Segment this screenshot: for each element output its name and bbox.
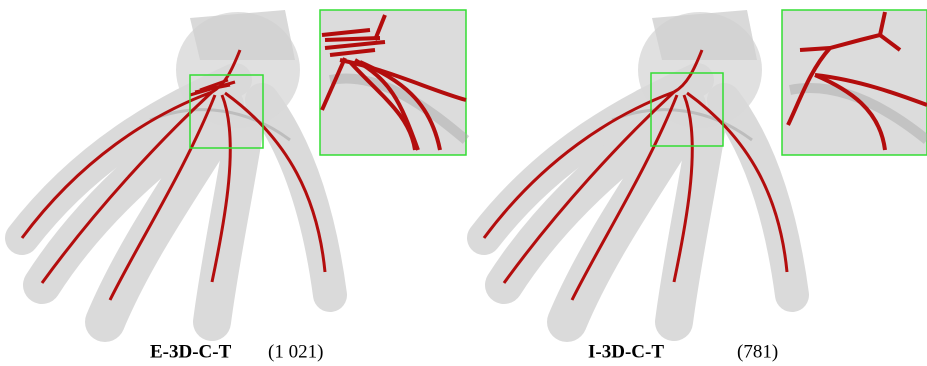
method-label: E-3D-C-T <box>150 341 232 362</box>
zoom-inset <box>320 10 466 155</box>
hand-volume <box>22 10 330 322</box>
hand-volume <box>484 10 792 322</box>
figure: E-3D-C-T (1 021) I-3D-C-T (781) <box>0 0 927 366</box>
voxel-count: (1 021) <box>268 341 323 362</box>
zoom-inset <box>782 10 927 155</box>
voxel-count: (781) <box>737 341 778 362</box>
method-label: I-3D-C-T <box>588 341 664 362</box>
